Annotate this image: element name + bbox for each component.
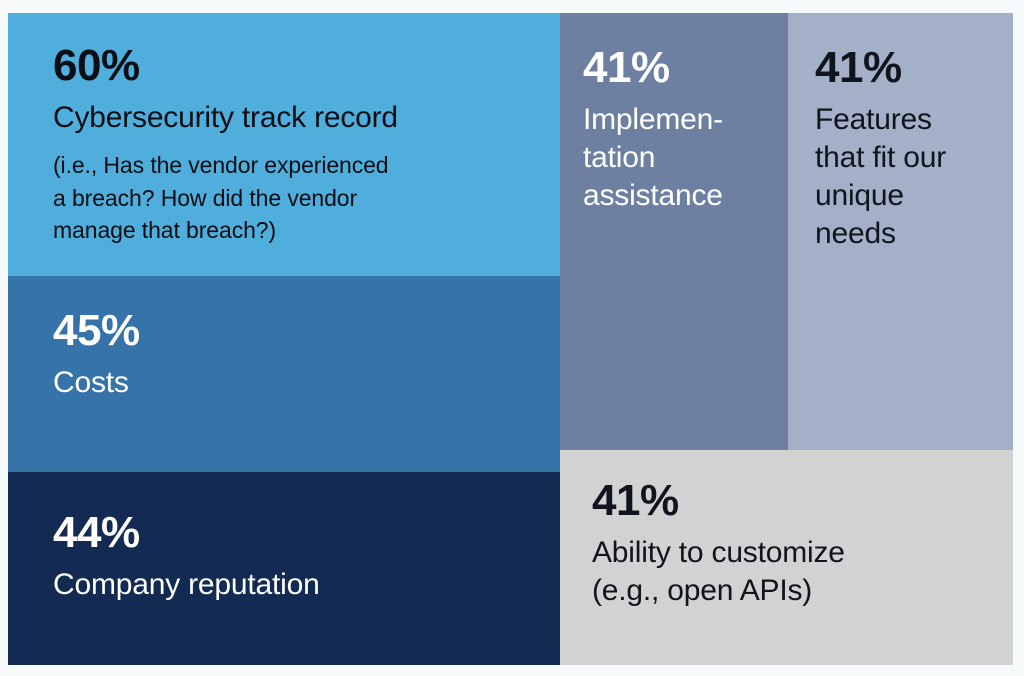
tile-value: 45% — [53, 306, 140, 355]
tile-label: Features that fit our unique needs — [815, 103, 947, 251]
tile-label: Ability to customize (e.g., open APIs) — [592, 536, 845, 608]
tile-label: Implemen- tation assistance — [583, 103, 723, 213]
treemap-tile-company-reputation: 44% Company reputation — [8, 472, 560, 665]
tile-note: (i.e., Has the vendor experienced a brea… — [53, 152, 389, 244]
tile-label: Company reputation — [53, 568, 320, 601]
treemap-tile-costs: 45% Costs — [8, 276, 560, 472]
tile-value: 41% — [583, 43, 670, 92]
treemap-tile-cybersecurity-track-record: 60% Cybersecurity track record (i.e., Ha… — [8, 13, 560, 276]
tile-value: 44% — [53, 508, 140, 557]
tile-label: Cybersecurity track record — [53, 101, 398, 134]
treemap-tile-implementation-assistance: 41% Implemen- tation assistance — [560, 13, 788, 450]
tile-value: 60% — [53, 41, 140, 90]
treemap-tile-ability-to-customize: 41% Ability to customize (e.g., open API… — [560, 450, 1013, 665]
tile-value: 41% — [815, 43, 902, 92]
tile-value: 41% — [592, 476, 679, 525]
tile-label: Costs — [53, 366, 129, 399]
treemap-tile-features-that-fit-our-unique-needs: 41% Features that fit our unique needs — [788, 13, 1013, 450]
